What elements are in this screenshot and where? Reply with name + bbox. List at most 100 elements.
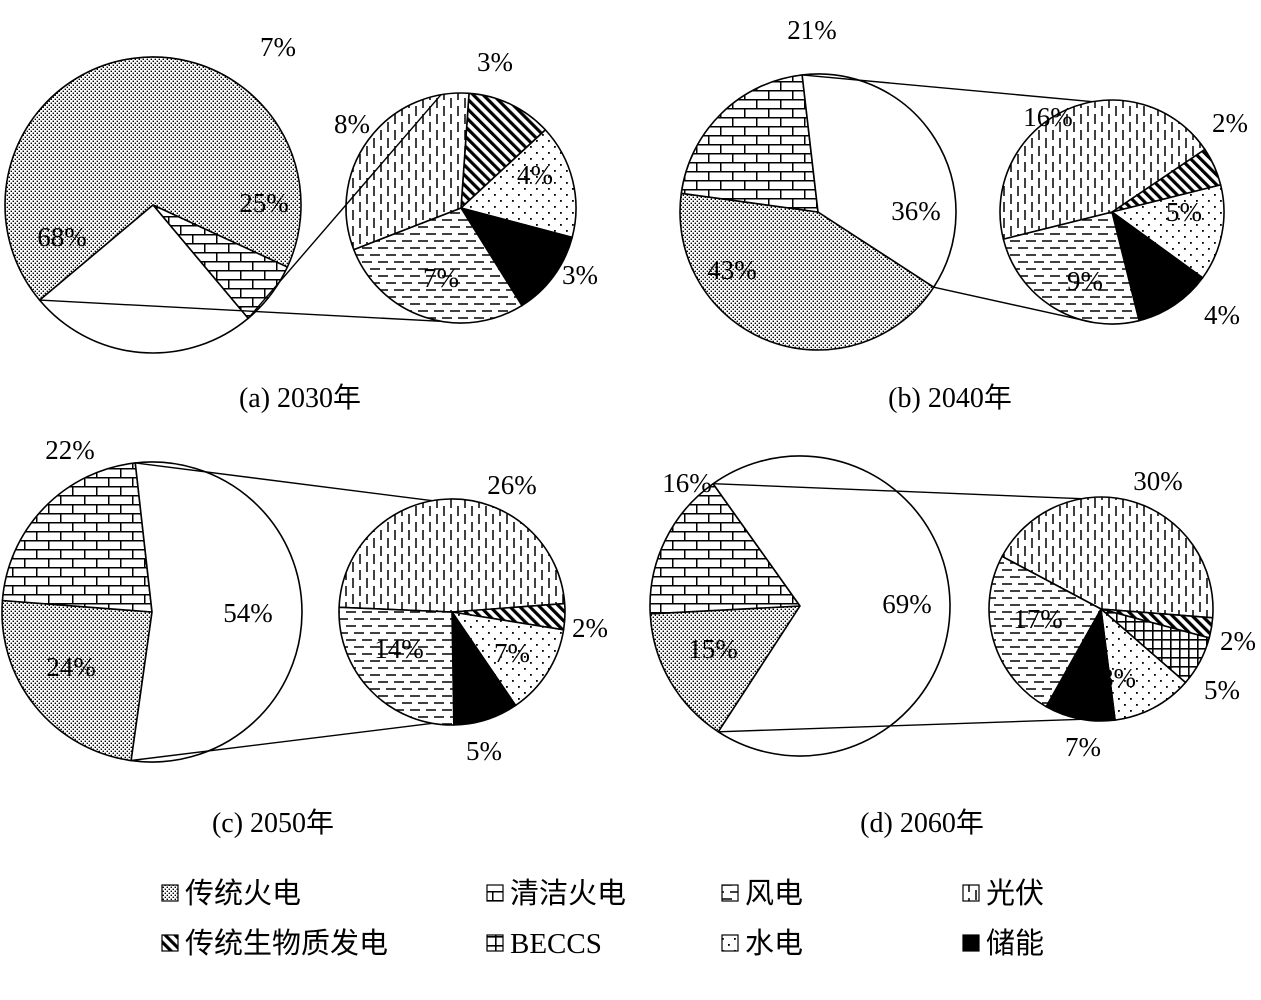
main-slice-traditional-thermal [649, 605, 801, 733]
pie-slices [4, 56, 577, 354]
main-percent-label: 25% [239, 188, 289, 218]
legend-label: 传统生物质发电 [185, 927, 388, 960]
connector-line-upper [135, 462, 433, 502]
detail-slice-wind [338, 606, 455, 726]
detail-percent-label: 3% [477, 47, 513, 77]
main-slice-clean-energy [130, 461, 303, 763]
detail-percent-label: 7% [494, 638, 530, 668]
detail-slice-hydro [460, 129, 577, 239]
legend-swatch [161, 934, 179, 952]
connector-line-lower [39, 299, 442, 322]
main-slice-clean-thermal [680, 74, 819, 213]
panel-c-2050: (c) 2050年 24% 22% 54% 26% 2% 7% 5% 14% [1, 435, 608, 839]
detail-percent-label: 26% [487, 470, 537, 500]
panel-caption: (d) 2060年 [860, 807, 984, 839]
panel-d-2060: (d) 2060年 15% 16% 69% 30% 2% 5% 8% 7% 17% [649, 455, 1256, 839]
legend-item-solar: 光伏 [962, 877, 1044, 910]
legend: 传统火电 清洁火电 风电 光伏 传统生物质发电 BECCS 水电 储能 [161, 877, 1044, 960]
main-percent-label: 54% [223, 598, 273, 628]
connector-line-upper [802, 74, 1093, 103]
detail-slice-wind [352, 207, 523, 324]
detail-percent-label: 14% [374, 634, 424, 664]
detail-slice-hydro [1111, 184, 1225, 279]
legend-swatch [486, 884, 504, 902]
detail-percent-label: 5% [466, 736, 502, 766]
detail-percent-label: 16% [1023, 102, 1073, 132]
pie-slices [649, 455, 1214, 757]
detail-percent-label: 3% [562, 260, 598, 290]
connector-line-upper [247, 94, 442, 319]
detail-slice-solar [999, 99, 1206, 240]
detail-percent-label: 2% [1220, 626, 1256, 656]
legend-item-biomass: 传统生物质发电 [161, 927, 388, 960]
main-slice-traditional-thermal [679, 192, 935, 351]
main-percent-label: 16% [662, 468, 712, 498]
connector-line-lower [131, 722, 433, 762]
detail-percent-label: 2% [1212, 108, 1248, 138]
legend-label: 储能 [986, 927, 1044, 960]
main-percent-label: 21% [787, 15, 837, 45]
detail-slice-hydro [451, 611, 565, 707]
legend-label: BECCS [510, 928, 602, 960]
main-slice-clean-thermal [649, 482, 801, 615]
main-percent-label: 43% [707, 255, 757, 285]
main-percent-label: 69% [882, 589, 932, 619]
main-slice-clean-energy [712, 455, 951, 757]
main-percent-label: 24% [46, 652, 96, 682]
panel-caption: (c) 2050年 [212, 807, 334, 839]
detail-percent-label: 8% [1100, 663, 1136, 693]
detail-percent-label: 2% [572, 613, 608, 643]
legend-swatch [962, 934, 980, 952]
main-slice-clean-energy [801, 73, 957, 288]
main-percent-label: 22% [45, 435, 95, 465]
detail-slice-solar [345, 92, 470, 251]
legend-swatch [486, 934, 504, 952]
detail-percent-label: 7% [1065, 732, 1101, 762]
legend-item-wind: 风电 [721, 877, 803, 910]
legend-label: 水电 [745, 927, 803, 960]
main-percent-label: 7% [260, 32, 296, 62]
legend-item-traditional-thermal: 传统火电 [161, 877, 301, 910]
legend-label: 光伏 [986, 877, 1044, 910]
detail-slice-wind [1002, 211, 1140, 325]
pie-slices [679, 73, 1225, 351]
detail-slice-storage [1111, 211, 1204, 322]
detail-percent-label: 30% [1133, 466, 1183, 496]
legend-label: 风电 [745, 877, 803, 910]
main-slice-traditional-thermal [4, 56, 302, 301]
connector-line-lower [933, 286, 1093, 323]
connector-line-lower [718, 718, 1082, 733]
legend-swatch [721, 884, 739, 902]
main-percent-label: 15% [688, 634, 738, 664]
legend-item-clean-thermal: 清洁火电 [486, 877, 626, 910]
panel-caption: (a) 2030年 [239, 382, 361, 414]
main-percent-label: 68% [37, 222, 87, 252]
main-percent-label: 36% [891, 196, 941, 226]
detail-slice-biomass [460, 92, 547, 209]
panel-a-2030: (a) 2030年 68% 7% 25% 3% 4% 3% 7% 8% [4, 32, 598, 414]
detail-percent-label: 9% [1067, 266, 1103, 296]
main-slice-traditional-thermal [1, 599, 153, 762]
connector-line-upper [713, 483, 1082, 500]
legend-swatch [962, 884, 980, 902]
detail-slice-solar [1001, 496, 1214, 619]
detail-percent-label: 7% [423, 263, 459, 293]
main-slice-clean-energy [38, 204, 249, 354]
detail-percent-label: 4% [1204, 300, 1240, 330]
main-slice-clean-thermal [1, 462, 153, 613]
legend-item-beccs: BECCS [486, 928, 602, 960]
detail-percent-label: 4% [517, 160, 553, 190]
legend-label: 清洁火电 [510, 877, 626, 910]
legend-item-storage: 储能 [962, 927, 1044, 960]
pie-slices [1, 461, 566, 763]
detail-slice-solar [338, 498, 566, 613]
detail-percent-label: 8% [334, 109, 370, 139]
panel-caption: (b) 2040年 [888, 382, 1012, 414]
detail-percent-label: 5% [1204, 675, 1240, 705]
panel-b-2040: (b) 2040年 43% 21% 36% 2% 5% 4% 9% 16% [679, 15, 1248, 414]
legend-item-hydro: 水电 [721, 927, 803, 960]
legend-swatch [161, 884, 179, 902]
detail-percent-label: 5% [1166, 197, 1202, 227]
detail-slice-storage [460, 207, 573, 307]
